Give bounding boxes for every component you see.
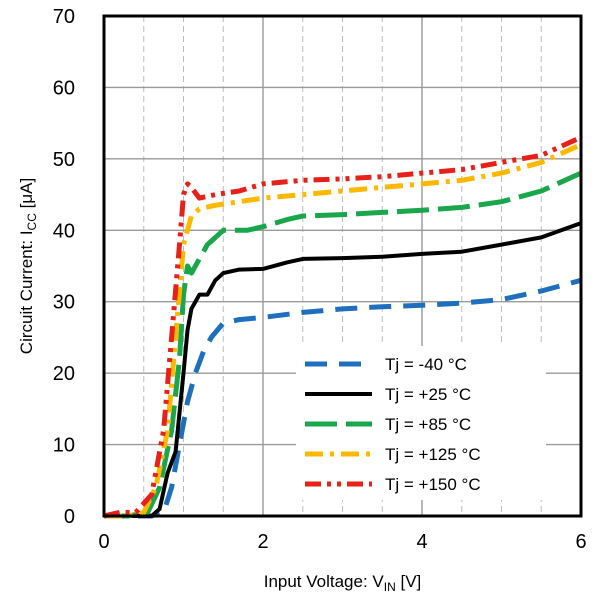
x-tick-label: 0 [98, 531, 109, 553]
series-line-tj-25-c [104, 221, 582, 518]
legend-label-tj-85-c: Tj = +85 °C [385, 415, 471, 434]
x-tick-label: 4 [416, 531, 427, 553]
plot-frame [102, 14, 583, 518]
y-axis-label-main: Circuit Current: I [17, 230, 36, 354]
y-tick-label: 0 [64, 506, 75, 528]
series-layer [103, 135, 583, 519]
legend-label-tj-40-c: Tj = -40 °C [385, 355, 467, 374]
y-tick-label: 10 [53, 435, 75, 457]
y-tick-label: 70 [53, 6, 75, 28]
legend-label-tj-150-c: Tj = +150 °C [385, 475, 481, 494]
y-axis-label-unit: [μA] [17, 178, 36, 213]
x-axis-label-subscript: IN [384, 580, 396, 594]
x-axis-label-main: Input Voltage: V [264, 572, 385, 591]
x-axis-label: Input Voltage: VIN [V] [264, 572, 422, 594]
legend: Tj = -40 °C Tj = +25 °C Tj = +85 °C Tj = +1… [296, 346, 546, 500]
y-tick-label: 50 [53, 149, 75, 171]
x-tick-label: 6 [575, 531, 586, 553]
y-tick-label: 20 [53, 363, 75, 385]
y-tick-label: 60 [53, 77, 75, 99]
series-line-tj-85-c [104, 170, 583, 519]
y-axis-label: Circuit Current: ICC [μA] [17, 178, 39, 354]
legend-label-tj-25-c: Tj = +25 °C [385, 385, 471, 404]
legend-background [296, 346, 546, 500]
legend-label-tj-125-c: Tj = +125 °C [385, 445, 481, 464]
series-line-tj-150-c [103, 135, 583, 519]
series-line-tj-125-c [104, 142, 583, 519]
y-tick-label: 40 [53, 220, 75, 242]
x-axis-label-unit: [V] [396, 572, 422, 591]
y-tick-label: 30 [53, 292, 75, 314]
x-tick-label: 2 [257, 531, 268, 553]
y-axis-label-subscript: CC [25, 213, 39, 231]
series-line-tj-40-c [104, 277, 582, 519]
